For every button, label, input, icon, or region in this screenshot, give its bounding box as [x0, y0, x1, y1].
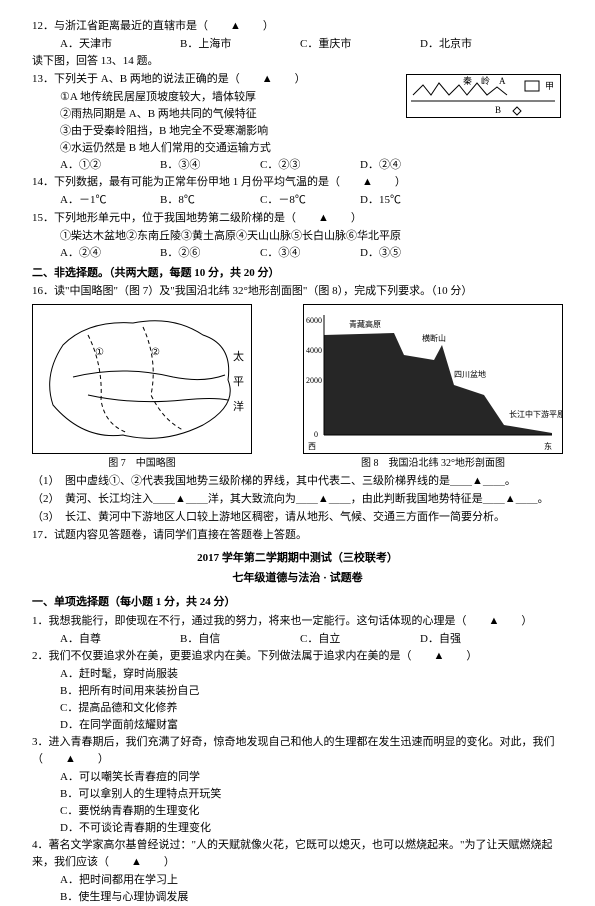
- q12-opt-c: C．重庆市: [300, 36, 420, 53]
- q15-options: A．②④ B．②⑥ C．③④ D．③⑤: [32, 245, 563, 262]
- fig8-section: 6000 4000 2000 0 青藏高原 横断山 四川盆地 长江中下游平原 西…: [303, 304, 563, 454]
- q14-options: A．－1℃ B．8℃ C．－8℃ D．15℃: [32, 192, 563, 209]
- svg-text:①: ①: [95, 347, 104, 358]
- label-ping: 平: [233, 376, 244, 388]
- q13-l3: ③由于受秦岭阻挡，B 地完全不受寒潮影响: [32, 123, 563, 140]
- m3-opt-c: C．要悦纳青春期的生理变化: [60, 803, 320, 820]
- q14-opt-a: A．－1℃: [60, 192, 160, 209]
- m2-options: A．赶时髦，穿时尚服装 B．把所有时间用来装扮自己 C．提高品德和文化修养 D．…: [32, 666, 563, 734]
- qinling-sketch: 秦 岭 A 甲 B: [407, 75, 560, 117]
- m1-opt-b: B．自信: [180, 631, 300, 648]
- svg-text:4000: 4000: [306, 346, 322, 355]
- svg-text:B: B: [495, 105, 501, 115]
- svg-text:长江中下游平原: 长江中下游平原: [509, 409, 562, 419]
- m2-stem: 2．我们不仅要追求外在美，更要追求内在美。下列做法属于追求内在美的是（ ▲ ）: [32, 648, 563, 665]
- svg-text:青藏高原: 青藏高原: [349, 319, 381, 329]
- q13-opt-b: B．③④: [160, 157, 260, 174]
- m1-options: A．自尊 B．自信 C．自立 D．自强: [32, 631, 563, 648]
- svg-text:0: 0: [314, 430, 318, 439]
- q12-options: A．天津市 B．上海市 C．重庆市 D．北京市: [32, 36, 563, 53]
- q15-opt-b: B．②⑥: [160, 245, 260, 262]
- part2-heading: 二、非选择题。（共两大题，每题 10 分，共 20 分）: [32, 265, 563, 282]
- china-map-svg: 太 平 洋 ① ②: [33, 305, 251, 453]
- svg-text:6000: 6000: [306, 316, 322, 325]
- q15-opt-a: A．②④: [60, 245, 160, 262]
- q13-opt-c: C．②③: [260, 157, 360, 174]
- m3-options: A．可以嘲笑长青春痘的同学 B．可以拿别人的生理特点开玩笑 C．要悦纳青春期的生…: [32, 769, 563, 837]
- inline-figure-qinling: 秦 岭 A 甲 B: [406, 74, 561, 118]
- q13-opt-a: A．①②: [60, 157, 160, 174]
- exam-title: 2017 学年第二学期期中测试（三校联考）: [32, 550, 563, 567]
- q16-s1: （1） 图中虚线①、②代表我国地势三级阶梯的界线，其中代表二、三级阶梯界线的是＿…: [32, 473, 563, 490]
- m2-opt-b: B．把所有时间用来装扮自己: [60, 683, 320, 700]
- svg-text:甲: 甲: [545, 81, 554, 91]
- m1-opt-d: D．自强: [420, 631, 540, 648]
- q17: 17．试题内容见答题卷，请同学们直接在答题卷上答题。: [32, 527, 563, 544]
- subject-title: 七年级道德与法治 · 试题卷: [32, 570, 563, 587]
- q13-opt-d: D．②④: [360, 157, 460, 174]
- read-hint: 读下图，回答 13、14 题。: [32, 53, 563, 70]
- m2-opt-c: C．提高品德和文化修养: [60, 700, 320, 717]
- m1-opt-c: C．自立: [300, 631, 420, 648]
- q15-l1: ①柴达木盆地②东南丘陵③黄土高原④天山山脉⑤长白山脉⑥华北平原: [32, 228, 563, 245]
- q14-opt-c: C．－8℃: [260, 192, 360, 209]
- figure-row: 太 平 洋 ① ② 图 7 中国略图 6000 4000 2000 0 青藏高原…: [32, 304, 563, 472]
- q12-opt-d: D．北京市: [420, 36, 540, 53]
- m1-opt-a: A．自尊: [60, 631, 180, 648]
- svg-text:西: 西: [308, 442, 316, 451]
- m2-opt-d: D．在同学面前炫耀财富: [60, 717, 320, 734]
- q12-opt-a: A．天津市: [60, 36, 180, 53]
- m4-opt-b: B．使生理与心理协调发展: [60, 889, 320, 906]
- m4-opt-a: A．把时间都用在学习上: [60, 872, 320, 889]
- m3-opt-b: B．可以拿别人的生理特点开玩笑: [60, 786, 320, 803]
- q13-options: A．①② B．③④ C．②③ D．②④: [32, 157, 563, 174]
- m3-opt-d: D．不可谈论青春期的生理变化: [60, 820, 320, 837]
- q14-stem: 14．下列数据，最有可能为正常年份甲地 1 月份平均气温的是（ ▲ ）: [32, 174, 563, 191]
- fig7-map: 太 平 洋 ① ②: [32, 304, 252, 454]
- svg-text:②: ②: [151, 347, 160, 358]
- q13-l4: ④水运仍然是 B 地人们常用的交通运输方式: [32, 140, 563, 157]
- q12-stem: 12．与浙江省距离最近的直辖市是（ ▲ ）: [32, 18, 563, 35]
- m4-options: A．把时间都用在学习上 B．使生理与心理协调发展: [32, 872, 563, 906]
- fig7-box: 太 平 洋 ① ② 图 7 中国略图: [32, 304, 252, 472]
- svg-text:四川盆地: 四川盆地: [454, 369, 486, 379]
- q14-opt-d: D．15℃: [360, 192, 460, 209]
- q16-stem: 16．读"中国略图"（图 7）及"我国沿北纬 32°地形剖面图"（图 8），完成…: [32, 283, 563, 300]
- fig8-box: 6000 4000 2000 0 青藏高原 横断山 四川盆地 长江中下游平原 西…: [303, 304, 563, 472]
- m3-opt-a: A．可以嘲笑长青春痘的同学: [60, 769, 320, 786]
- q16-s3: （3） 长江、黄河中下游地区人口较上游地区稠密，请从地形、气候、交通三方面作一简…: [32, 509, 563, 526]
- svg-text:东: 东: [544, 441, 552, 451]
- m2-opt-a: A．赶时髦，穿时尚服装: [60, 666, 320, 683]
- q12-opt-b: B．上海市: [180, 36, 300, 53]
- svg-text:横断山: 横断山: [422, 333, 446, 343]
- label-yang: 洋: [233, 399, 244, 413]
- label-tai: 太: [233, 350, 244, 363]
- svg-text:2000: 2000: [306, 376, 322, 385]
- q16-s2: （2） 黄河、长江均注入＿＿▲＿＿洋，其大致流向为＿＿▲＿＿，由此判断我国地势特…: [32, 491, 563, 508]
- q14-opt-b: B．8℃: [160, 192, 260, 209]
- q15-opt-d: D．③⑤: [360, 245, 460, 262]
- m1-stem: 1．我想我能行，即使现在不行，通过我的努力，将来也一定能行。这句话体现的心理是（…: [32, 613, 563, 630]
- cross-section-svg: 6000 4000 2000 0 青藏高原 横断山 四川盆地 长江中下游平原 西…: [304, 305, 562, 453]
- q15-opt-c: C．③④: [260, 245, 360, 262]
- svg-text:秦 岭 A: 秦 岭 A: [463, 75, 506, 86]
- fig8-caption: 图 8 我国沿北纬 32°地形剖面图: [303, 456, 563, 472]
- q15-stem: 15．下列地形单元中，位于我国地势第二级阶梯的是（ ▲ ）: [32, 210, 563, 227]
- m4-stem: 4．著名文学家高尔基曾经说过："人的天赋就像火花，它既可以熄灭，也可以燃烧起来。…: [32, 837, 563, 871]
- fig7-caption: 图 7 中国略图: [32, 456, 252, 472]
- m3-stem: 3．进入青春期后，我们充满了好奇，惊奇地发现自己和他人的生理都在发生迅速而明显的…: [32, 734, 563, 768]
- mc-heading: 一、单项选择题（每小题 1 分，共 24 分）: [32, 594, 563, 611]
